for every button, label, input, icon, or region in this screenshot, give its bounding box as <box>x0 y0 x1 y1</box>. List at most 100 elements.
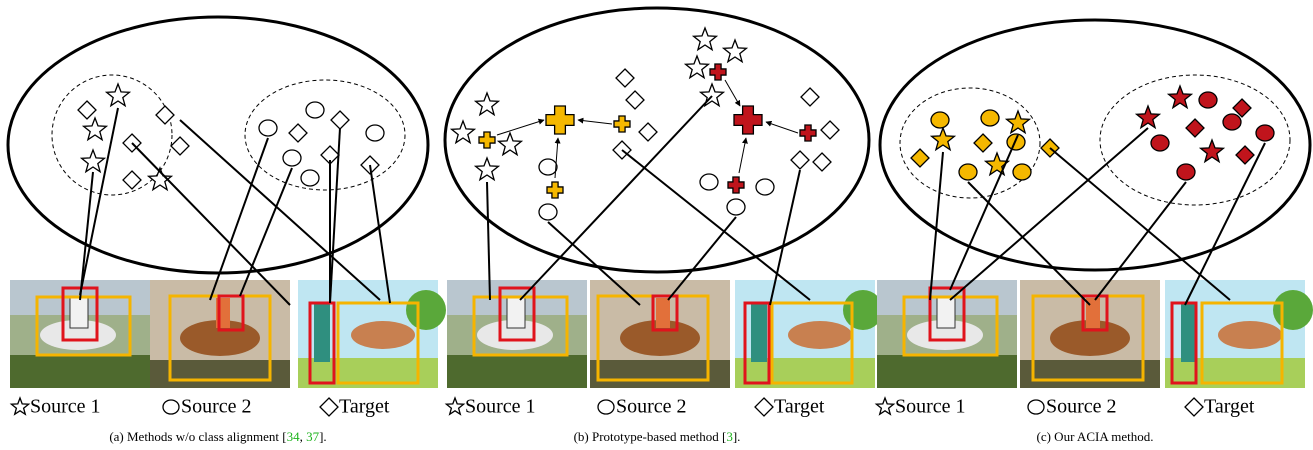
arrow <box>555 138 558 178</box>
horse <box>1218 321 1282 349</box>
circle <box>1223 114 1241 130</box>
link <box>1050 148 1230 300</box>
caption-text: ]. <box>733 429 741 444</box>
diamond <box>320 398 338 416</box>
prototype <box>614 116 630 132</box>
circle <box>931 112 949 128</box>
arrow <box>497 120 544 135</box>
person <box>751 302 767 362</box>
photo-ground <box>877 355 1017 388</box>
legend-label: Target <box>339 396 390 418</box>
star <box>476 93 499 115</box>
legend-label: Target <box>774 396 825 418</box>
diamond <box>171 137 189 155</box>
star <box>446 398 463 414</box>
photo-ground <box>10 355 150 388</box>
diamond <box>626 91 644 109</box>
legend-label: Source 2 <box>181 396 252 418</box>
circle <box>306 102 324 118</box>
circle <box>539 204 557 220</box>
star <box>1201 140 1224 162</box>
link <box>240 168 292 296</box>
citation: 37 <box>306 429 320 444</box>
caption-text: (c) Our ACIA method. <box>1037 429 1154 444</box>
legend-circle <box>598 400 614 414</box>
arrow <box>725 80 740 106</box>
caption-text: (a) Methods w/o class alignment [ <box>109 429 286 444</box>
star <box>724 40 747 62</box>
circle <box>1199 92 1217 108</box>
person <box>314 302 330 362</box>
diamond <box>813 153 831 171</box>
star <box>1137 106 1160 128</box>
caption: (a) Methods w/o class alignment [34, 37]… <box>109 429 326 444</box>
diamond <box>616 69 634 87</box>
diamond <box>755 398 773 416</box>
photo-ground <box>447 355 587 388</box>
legend: Source 1Source 2Target <box>11 396 389 418</box>
circle <box>959 164 977 180</box>
arrow <box>739 138 746 173</box>
prototype <box>800 125 816 141</box>
diamond <box>289 124 307 142</box>
circle <box>539 159 557 175</box>
legend-circle <box>163 400 179 414</box>
circle <box>1177 164 1195 180</box>
diamond <box>821 121 839 139</box>
prototype <box>479 132 495 148</box>
citation: 34 <box>287 429 301 444</box>
circle <box>981 110 999 126</box>
circle <box>259 120 277 136</box>
legend-label: Source 1 <box>465 396 536 418</box>
diamond <box>801 88 819 106</box>
diamond <box>791 151 809 169</box>
link <box>622 150 810 300</box>
rider <box>937 298 955 328</box>
star <box>499 133 522 155</box>
diamond <box>1236 146 1254 164</box>
tree <box>1273 290 1313 330</box>
prototype <box>547 182 563 198</box>
circle <box>301 170 319 186</box>
page: Source 1Source 2Target(a) Methods w/o cl… <box>0 0 1313 450</box>
photo-ground <box>1020 360 1160 388</box>
horse <box>788 321 852 349</box>
diamond <box>156 106 174 124</box>
star <box>876 398 893 414</box>
circle <box>283 150 301 166</box>
legend-circle <box>1028 400 1044 414</box>
rider <box>70 298 88 328</box>
circle <box>727 199 745 215</box>
arrow <box>578 120 612 124</box>
prototype <box>734 106 762 134</box>
star <box>686 56 709 78</box>
star <box>701 84 724 106</box>
diamond <box>1186 119 1204 137</box>
star <box>1169 86 1192 108</box>
caption: (b) Prototype-based method [3]. <box>574 429 741 444</box>
diamond <box>1185 398 1203 416</box>
star <box>107 84 130 106</box>
diamond <box>974 134 992 152</box>
diamond <box>123 171 141 189</box>
circle <box>1013 164 1031 180</box>
prototype <box>728 177 744 193</box>
rider <box>656 298 670 328</box>
star <box>82 150 105 172</box>
diamond <box>911 149 929 167</box>
star <box>11 398 28 414</box>
horse <box>351 321 415 349</box>
diamond <box>78 101 96 119</box>
diamond <box>331 111 349 129</box>
star <box>84 118 107 140</box>
link <box>210 138 268 300</box>
caption-text: (b) Prototype-based method [ <box>574 429 727 444</box>
tree <box>406 290 446 330</box>
link <box>950 135 1018 290</box>
circle <box>700 174 718 190</box>
circle <box>366 125 384 141</box>
prototype <box>710 64 726 80</box>
caption-text: ]. <box>319 429 327 444</box>
legend-label: Source 2 <box>616 396 687 418</box>
